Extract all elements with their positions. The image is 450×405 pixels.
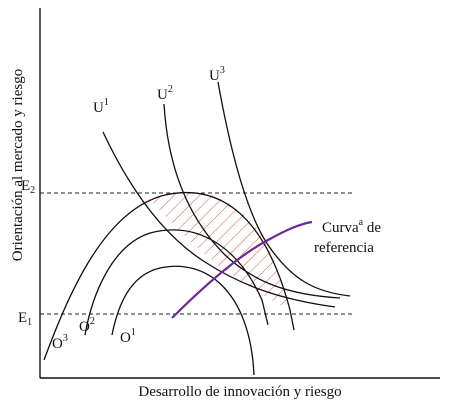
curve-u1 (102, 131, 336, 308)
label-reference-curve-line2: referencia (314, 240, 374, 256)
x-axis-title: Desarrollo de innovación y riesgo (138, 384, 341, 400)
label-u1: U1 (93, 97, 109, 116)
label-u3: U3 (209, 65, 225, 84)
label-e2: E2 (21, 178, 35, 196)
reference-curve (171, 220, 313, 319)
label-u2: U2 (157, 84, 173, 103)
label-o1: O1 (120, 327, 136, 346)
feasible-region-hatch (150, 192, 290, 310)
curve-u2 (163, 103, 341, 299)
label-o3: O3 (52, 333, 68, 352)
curve-o2 (84, 229, 269, 336)
label-o2: O2 (79, 316, 95, 335)
curve-o3 (43, 191, 295, 361)
label-e1: E1 (18, 310, 32, 328)
curve-o1 (111, 265, 255, 376)
label-reference-curve-line1: Curvaa de (322, 217, 381, 236)
y-axis-title: Orientación al mercado y riesgo (10, 69, 26, 261)
